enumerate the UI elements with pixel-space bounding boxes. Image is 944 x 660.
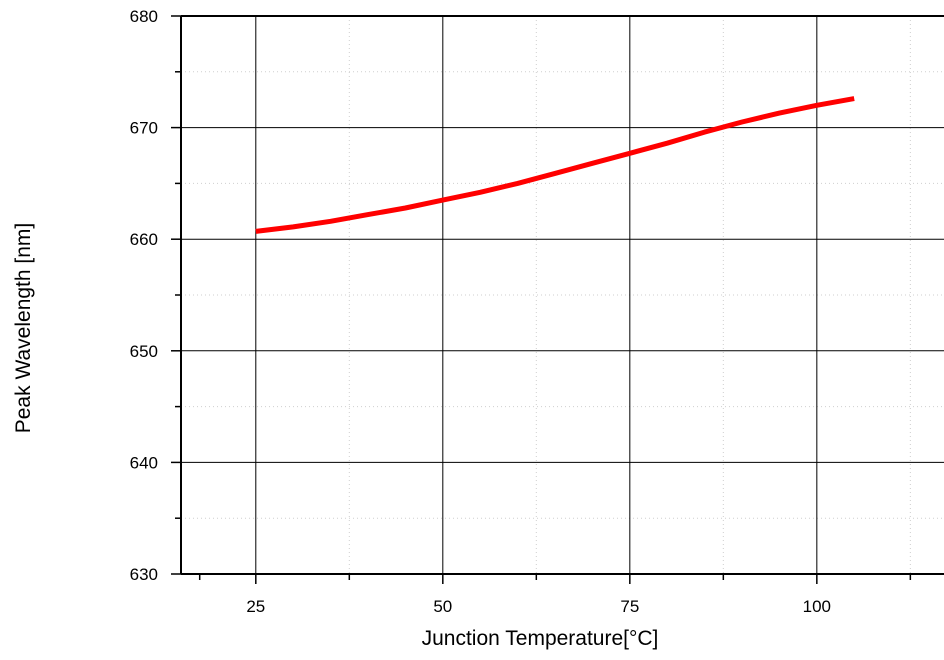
x-axis-title: Junction Temperature[°C] [422, 627, 659, 650]
y-axis-title: Peak Wavelength [nm] [12, 223, 35, 434]
x-tick-label: 50 [433, 597, 452, 616]
y-tick-label: 630 [130, 565, 158, 584]
x-tick-label: 100 [803, 597, 831, 616]
series-line [255, 96, 855, 234]
y-tick-label: 650 [130, 342, 158, 361]
ticks [171, 15, 912, 584]
y-tick-label: 680 [130, 7, 158, 26]
tick-labels: 25 50 75 100 630 640 650 660 670 680 [130, 7, 831, 616]
x-tick-label: 75 [620, 597, 639, 616]
x-tick-label: 25 [246, 597, 265, 616]
y-tick-label: 660 [130, 230, 158, 249]
series-layer [255, 96, 855, 234]
grid [181, 16, 944, 574]
y-tick-label: 670 [130, 119, 158, 138]
y-tick-label: 640 [130, 453, 158, 472]
